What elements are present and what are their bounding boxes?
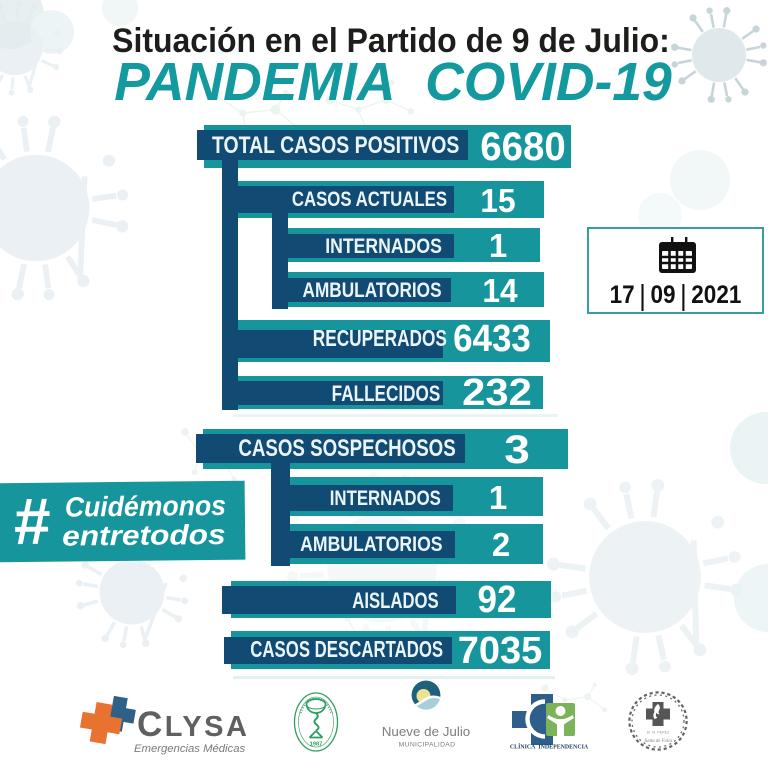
svg-text:Emergencias Médicas: Emergencias Médicas	[134, 743, 245, 755]
svg-text:1987: 1987	[310, 742, 322, 748]
svg-text:CLYSA: CLYSA	[137, 705, 249, 744]
svg-text:CLÍNICA INDEPENDENCIA: CLÍNICA INDEPENDENCIA	[510, 743, 589, 751]
svg-text:Junta de Folia: Junta de Folia	[644, 739, 673, 744]
svg-text:Dr. M. PEREZ: Dr. M. PEREZ	[647, 731, 670, 735]
svg-text:Nueve de Julio: Nueve de Julio	[382, 724, 471, 739]
svg-text:MUNICIPALIDAD: MUNICIPALIDAD	[399, 742, 456, 749]
